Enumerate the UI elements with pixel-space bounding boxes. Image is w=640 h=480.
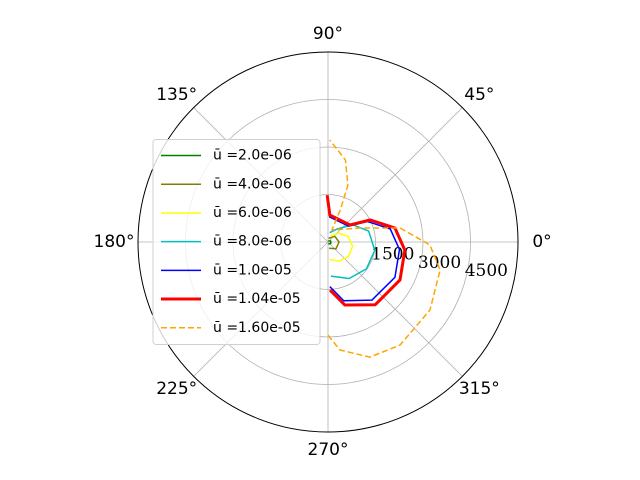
r-tick-label: 3000 [418,253,461,273]
theta-tick-label: 90° [313,24,343,44]
series-line [327,139,441,358]
r-tick-label: 4500 [465,261,508,281]
legend-label: ū =2.0e-06 [213,148,292,164]
theta-tick-label: 180° [94,232,135,252]
series-line [329,223,376,280]
series-line [325,194,407,307]
theta-tick-label: 270° [308,440,349,460]
theta-tick-label: 225° [156,379,197,399]
legend: ū =2.0e-06 ū =4.0e-06 ū =6.0e-06 ū =8.0e-06… [152,139,321,345]
legend-box [152,139,321,345]
grid-spoke [327,107,463,243]
series-line [326,199,401,302]
theta-tick-label: 315° [459,379,500,399]
legend-label: ū =1.0e-05 [213,262,292,278]
theta-tick-label: 45° [464,85,494,105]
legend-label: ū =4.0e-06 [213,176,292,192]
series-line [329,232,354,262]
grid-spoke [327,241,463,377]
theta-tick-label: 0° [532,232,551,252]
theta-tick-label: 135° [156,85,197,105]
legend-label: ū =1.04e-05 [213,291,301,307]
legend-label: ū =8.0e-06 [213,234,292,250]
series-line [328,235,340,250]
legend-label: ū =6.0e-06 [213,205,292,221]
series-line [328,240,332,245]
legend-label: ū =1.60e-05 [213,320,301,336]
polar-frame [137,51,519,433]
r-tick-label: 1500 [371,245,414,265]
